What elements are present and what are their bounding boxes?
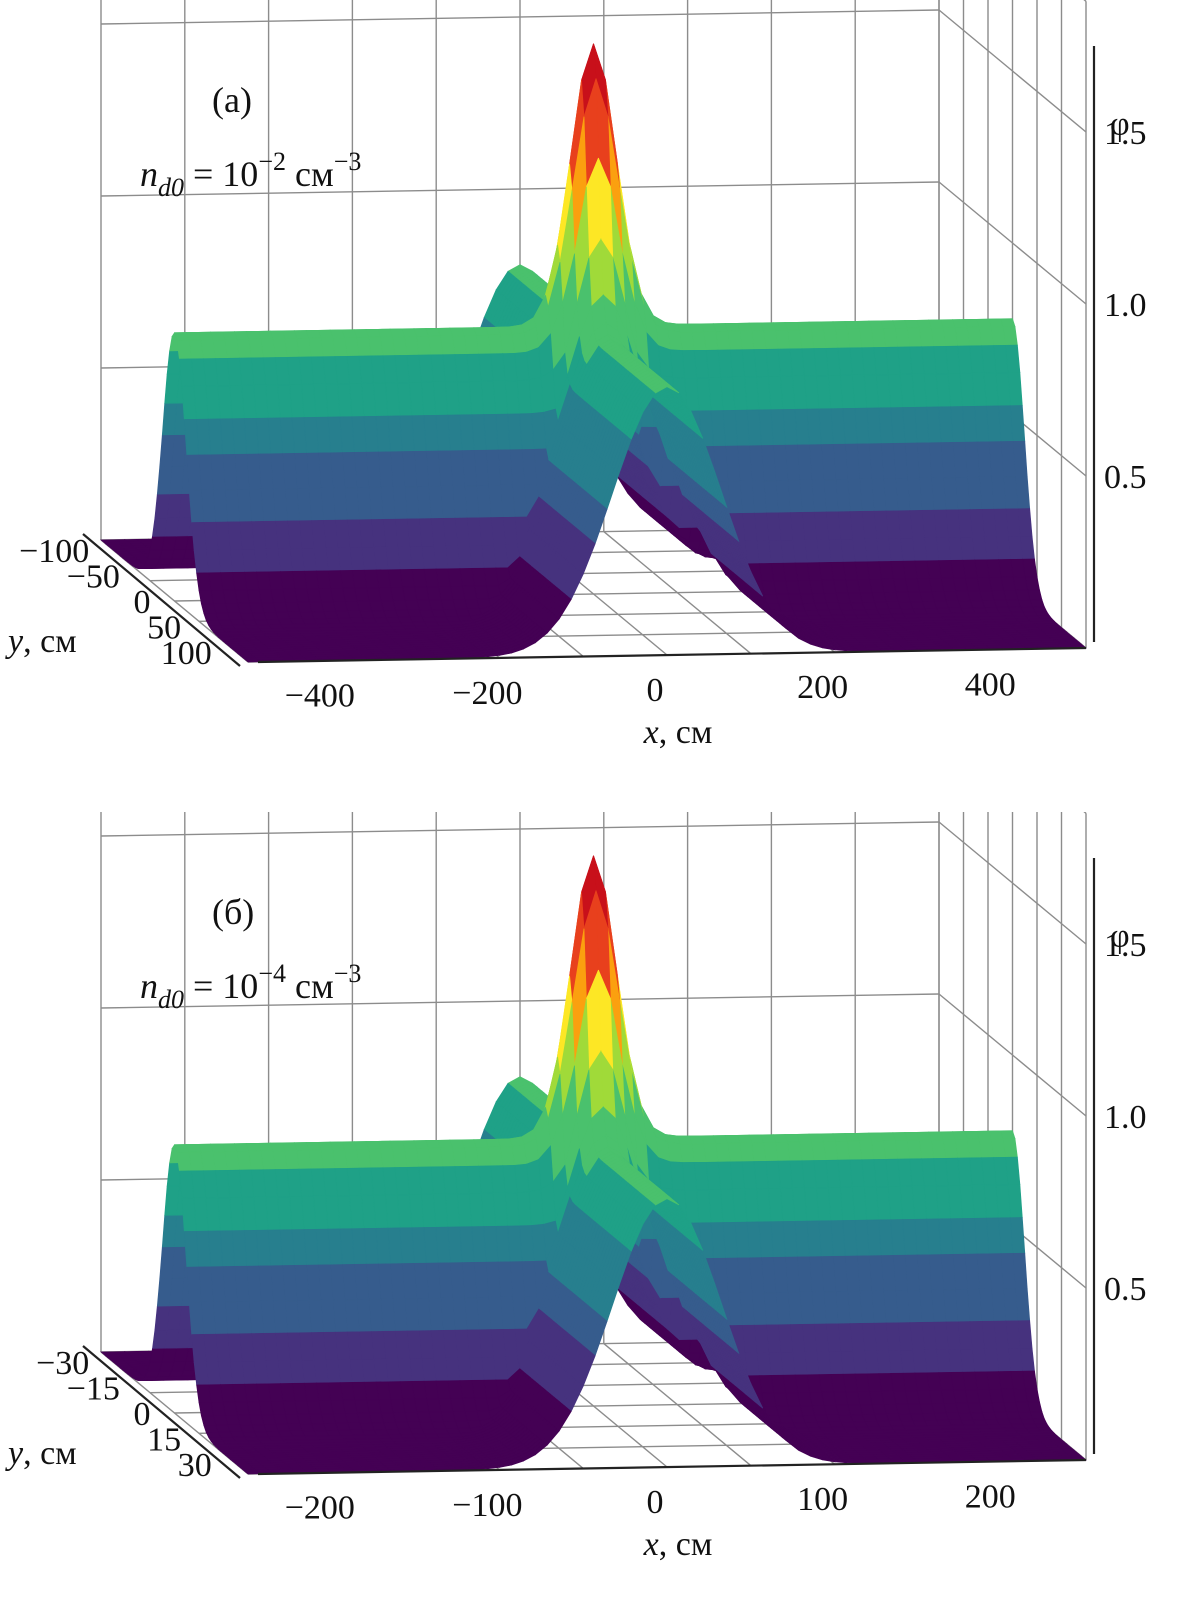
surface-cell [191,522,207,551]
y-axis-label: y, см [5,623,77,660]
x-tick-label: −400 [285,678,355,715]
surface-cell [188,489,204,523]
surface-cell [208,625,224,630]
z-axis-label: φ [1110,106,1130,143]
surface-mesh [100,43,1087,663]
surface-cell [176,339,192,360]
side-wall-hline [938,9,1087,133]
surface-cell [174,332,190,341]
surface-cell [198,590,214,605]
surface-cell [149,535,165,551]
back-wall-hline [100,181,940,197]
surface-cell [154,493,170,519]
x-axis-label: x, см [643,714,713,751]
surface-mesh [100,855,1087,1475]
surface-cell [193,549,209,574]
side-wall-hline [938,181,1087,305]
side-wall-hline [938,821,1087,945]
surface-cell [186,454,202,491]
surface-cell [147,549,163,560]
y-tick-label: 100 [161,635,212,672]
surface-cell [161,402,178,436]
x-tick-label: 200 [797,669,848,706]
axes [82,46,1096,667]
surface-cell [156,465,173,495]
surface-cell [205,620,222,627]
surface-cell [151,517,168,537]
z-tick-label: 1.0 [1104,287,1147,324]
y-tick-label: 50 [147,609,181,646]
surface-cell [200,603,217,614]
surface-cell [181,385,197,420]
back-wall-hline [100,9,940,25]
y-tick-label: −50 [67,559,120,596]
chart-panel-a: −400 −200 0 200 400 −100 −50 0 50 100 0.5 1.0 1.5 x, … [5,0,1147,751]
x-tick-label: −200 [452,675,522,712]
x-tick-label: 0 [647,672,664,709]
x-tick-label: 400 [965,666,1016,703]
back-wall-hline [100,821,940,837]
surface-cell [164,373,180,404]
density-annotation: nd0 = 10−2 см−3 [140,147,361,202]
panel-label: (а) [212,80,252,120]
x-axis-line [257,646,1087,664]
surface-cell [196,572,212,592]
surface-cell [179,358,195,387]
y-tick-label: 0 [134,584,151,621]
chart-panel-b: −200 −100 0 100 200 −30 −15 0 15 30 0.5 1.0 1.5 x, см… [0,812,1189,1624]
surface-cell [159,434,175,467]
surface-cell [203,613,219,621]
y-tick-label: −100 [19,533,89,570]
surface-cell [183,418,200,456]
side-wall-hline [938,993,1087,1117]
z-tick-label: 1.5 [1104,115,1147,152]
surface-cell [144,558,161,566]
z-tick-label: 0.5 [1104,459,1147,496]
y-axis-line [82,533,241,667]
back-wall-hline [100,993,940,1009]
surface-cell [244,659,261,663]
surface-plot-a: −400 −200 0 200 400−100−500501000.51.01.5x, … [5,0,1147,751]
